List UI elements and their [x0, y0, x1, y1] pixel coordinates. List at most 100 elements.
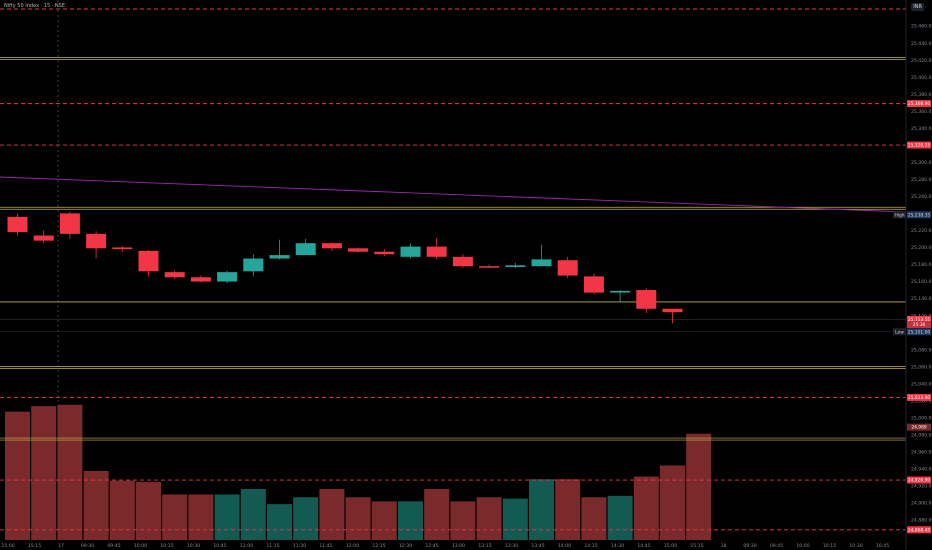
- volume-bar: [502, 498, 528, 540]
- currency-badge[interactable]: INR: [911, 3, 924, 11]
- y-tick-label: 25,160.00: [911, 279, 932, 285]
- x-tick-label: 15:00: [1, 543, 14, 549]
- x-tick-label: 14:45: [637, 543, 650, 549]
- y-tick-label: 25,460.00: [911, 24, 932, 30]
- horizontal-levels[interactable]: [0, 8, 906, 531]
- x-tick-label: 13:30: [505, 543, 518, 549]
- candle-body: [86, 233, 107, 249]
- price-label-text: 25,101.00: [908, 329, 931, 335]
- x-tick-label: 10:30: [187, 543, 200, 549]
- x-tick-label: 09:45: [770, 543, 783, 549]
- high-tag-label: High: [894, 212, 904, 218]
- candle-body: [479, 266, 500, 268]
- y-tick-label: 25,280.00: [911, 177, 932, 183]
- y-tick-label: 25,360.00: [911, 109, 932, 115]
- candle-body: [295, 243, 316, 256]
- candle-body: [7, 216, 28, 233]
- price-label-text: 25,023.90: [908, 395, 931, 401]
- symbol-title[interactable]: Nifty 50 Index · 15 · NSE: [4, 3, 65, 9]
- x-tick-label: 13:45: [531, 543, 544, 549]
- candle-body: [374, 251, 395, 255]
- candle-body: [321, 243, 342, 249]
- y-tick-label: 24,880.00: [911, 518, 932, 524]
- y-tick-label: 25,000.00: [911, 415, 932, 421]
- price-label-box: [907, 328, 931, 336]
- x-tick-label: 15:15: [690, 543, 703, 549]
- x-tick-label: 11:45: [319, 543, 332, 549]
- x-tick-label: 15:00: [664, 543, 677, 549]
- volume-bar: [660, 465, 685, 540]
- price-label-box: [907, 211, 931, 219]
- volume-bar: [555, 479, 581, 540]
- candle-body: [33, 235, 54, 241]
- price-label-text: 25,368.90: [908, 101, 931, 107]
- price-label-box: [907, 526, 931, 534]
- volume-bar: [529, 479, 554, 540]
- volume-bar: [633, 476, 659, 540]
- volume-bar: [581, 497, 607, 540]
- x-tick-label: 10:30: [849, 543, 862, 549]
- x-tick-label: 13:15: [478, 543, 491, 549]
- candle-body: [164, 272, 185, 278]
- price-label-text: 25:30: [913, 322, 926, 328]
- x-tick-label: 09:45: [107, 543, 120, 549]
- x-tick-label: 09:30: [81, 543, 94, 549]
- volume-bar: [476, 497, 502, 540]
- x-tick-label: 10:15: [160, 543, 173, 549]
- x-tick-label: 17: [58, 543, 64, 549]
- x-tick-label: 11:30: [293, 543, 306, 549]
- y-tick-label: 25,420.00: [911, 58, 932, 64]
- volume-bar: [188, 494, 214, 540]
- x-tick-label: 12:00: [346, 543, 359, 549]
- y-tick-label: 25,020.00: [911, 398, 932, 404]
- low-tag-label: Low: [895, 329, 904, 335]
- y-tick-label: 24,940.00: [911, 467, 932, 473]
- price-label-box: [907, 141, 931, 149]
- price-label-text: 25,238.35: [908, 212, 931, 218]
- candle-body: [243, 258, 264, 272]
- candle-body: [112, 247, 133, 250]
- candle-body: [452, 256, 473, 267]
- x-tick-label: 10:45: [876, 543, 889, 549]
- x-tick-label: 12:15: [372, 543, 385, 549]
- candle-body: [662, 308, 683, 313]
- x-tick-label: 11:00: [240, 543, 253, 549]
- volume-bar: [424, 488, 450, 540]
- volume-bar: [371, 501, 397, 540]
- x-tick-label: 13:00: [452, 543, 465, 549]
- volume-bar: [162, 494, 188, 540]
- volume-bar: [240, 488, 266, 540]
- price-label-text: 24,926.90: [908, 478, 931, 484]
- volume-bar: [267, 504, 292, 540]
- y-tick-label: 24,900.00: [911, 501, 932, 507]
- time-axis[interactable]: 15:00 15:15 17 09:30 09:45 10:00 10:15 10:30 10:…: [1, 543, 889, 549]
- candle-body: [190, 277, 211, 282]
- price-label-text: 25,113.55: [908, 317, 931, 323]
- volume-bar: [686, 433, 712, 540]
- y-tick-label: 25,260.00: [911, 194, 932, 200]
- x-tick-label: 12:30: [399, 543, 412, 549]
- y-tick-label: 25,440.00: [911, 41, 932, 47]
- x-tick-label: 10:00: [796, 543, 809, 549]
- y-tick-label: 25,340.00: [911, 126, 932, 132]
- price-label-text: 25,320.25: [908, 143, 931, 149]
- volume-bar: [31, 406, 57, 540]
- volume-bar: [214, 494, 240, 540]
- x-tick-label: 14:30: [611, 543, 624, 549]
- price-label-box: [907, 100, 931, 108]
- candle-body: [610, 290, 631, 293]
- y-tick-label: 24,980.00: [911, 433, 932, 439]
- y-tick-label: 24,960.00: [911, 450, 932, 456]
- price-label-box: [907, 321, 931, 329]
- y-tick-label: 25,180.00: [911, 262, 932, 268]
- y-tick-label: 25,220.00: [911, 228, 932, 234]
- price-label-text: 24,868.45: [908, 527, 931, 533]
- price-label-box: [907, 393, 931, 401]
- volume-bar: [450, 501, 476, 540]
- volume-bar: [83, 471, 109, 540]
- volume-bar: [136, 482, 161, 540]
- trendline-line: [0, 176, 907, 213]
- trendline[interactable]: [0, 176, 907, 213]
- y-tick-label: 25,040.00: [911, 381, 932, 387]
